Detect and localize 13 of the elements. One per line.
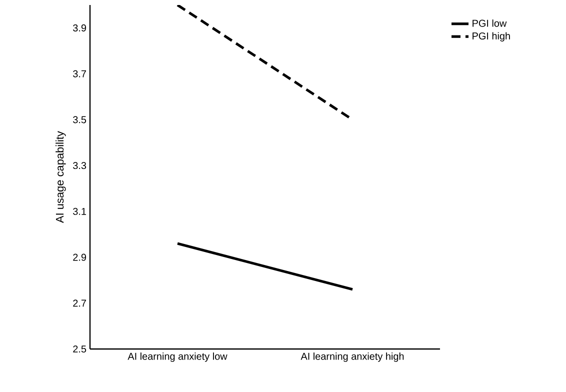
- y-axis-title: AI usage capability: [56, 131, 66, 223]
- y-tick-label: 2.9: [73, 254, 86, 261]
- y-tick-label: 3.7: [73, 70, 86, 78]
- legend-label: PGI low: [472, 20, 507, 27]
- x-tick-label: AI learning anxiety low: [128, 352, 228, 362]
- y-tick-label: 3.1: [73, 208, 86, 215]
- y-tick-label: 3.3: [73, 162, 86, 170]
- y-tick-label: 2.7: [73, 300, 86, 307]
- y-tick-label: 3.9: [73, 24, 86, 32]
- legend-label: PGI high: [472, 32, 510, 42]
- y-tick-label: 3.5: [73, 116, 86, 124]
- y-tick-label: 2.5: [73, 345, 86, 353]
- x-tick-label: AI learning anxiety high: [300, 352, 404, 362]
